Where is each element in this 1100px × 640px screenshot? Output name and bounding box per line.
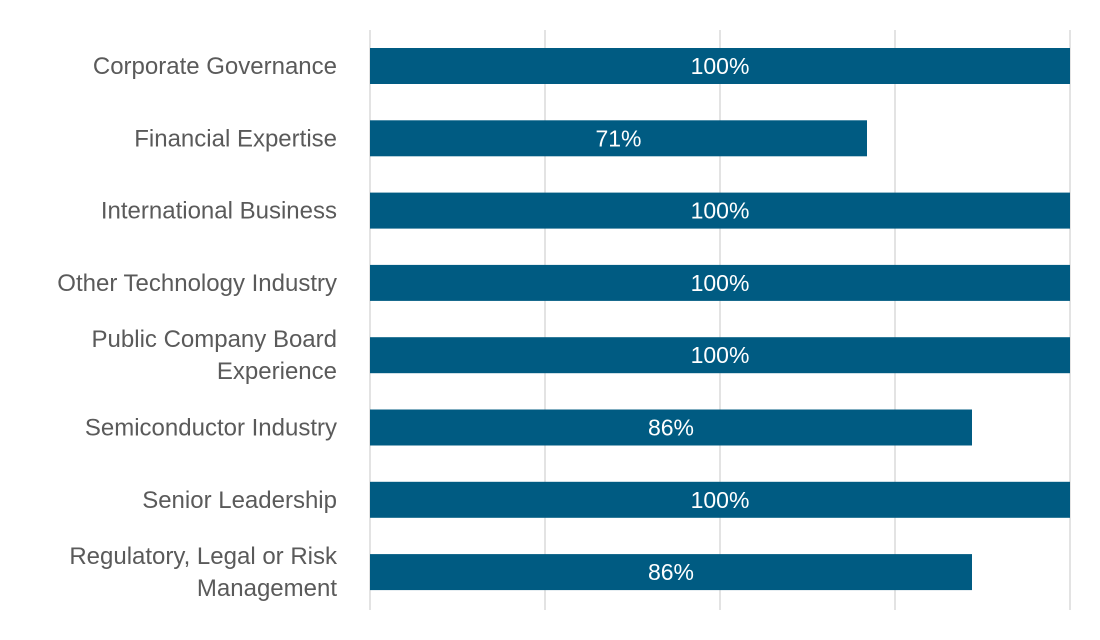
data-label-6: 100%	[691, 487, 750, 513]
bar-4	[370, 337, 1070, 374]
bar-6	[370, 481, 1070, 518]
bar-7	[370, 554, 972, 591]
data-label-2: 100%	[691, 198, 750, 224]
category-label-1: Financial Expertise	[134, 125, 337, 152]
bars	[370, 48, 1070, 591]
bar-3	[370, 264, 1070, 301]
category-label-line: Experience	[217, 358, 337, 385]
category-label-line: Semiconductor Industry	[85, 415, 337, 442]
bar-0	[370, 48, 1070, 84]
gridlines	[369, 30, 1071, 610]
category-label-line: Other Technology Industry	[57, 270, 337, 297]
data-labels: 100% 71% 100% 100% 100% 86% 100% 86%	[595, 53, 749, 585]
category-label-3: Other Technology Industry	[57, 270, 337, 297]
data-label-0: 100%	[691, 53, 750, 79]
bar-1	[370, 120, 867, 157]
category-label-7: Regulatory, Legal or Risk Management	[69, 543, 338, 602]
data-label-1: 71%	[595, 125, 641, 151]
category-label-line: Regulatory, Legal or Risk	[69, 543, 338, 570]
category-label-line: International Business	[101, 198, 337, 225]
category-label-4: Public Company Board Experience	[92, 326, 337, 385]
category-label-2: International Business	[101, 198, 337, 225]
data-label-3: 100%	[691, 270, 750, 296]
category-label-5: Semiconductor Industry	[85, 415, 337, 442]
category-labels: Corporate Governance Financial Expertise I…	[57, 53, 338, 602]
data-label-4: 100%	[691, 342, 750, 368]
data-label-7: 86%	[648, 559, 694, 585]
category-label-line: Financial Expertise	[134, 125, 337, 152]
category-label-0: Corporate Governance	[93, 53, 337, 80]
category-label-line: Senior Leadership	[142, 487, 337, 514]
category-label-line: Corporate Governance	[93, 53, 337, 80]
category-label-6: Senior Leadership	[142, 487, 337, 514]
bar-5	[370, 409, 972, 446]
data-label-5: 86%	[648, 415, 694, 441]
category-label-line: Public Company Board	[92, 326, 337, 353]
bar-2	[370, 192, 1070, 229]
category-label-line: Management	[197, 575, 337, 602]
